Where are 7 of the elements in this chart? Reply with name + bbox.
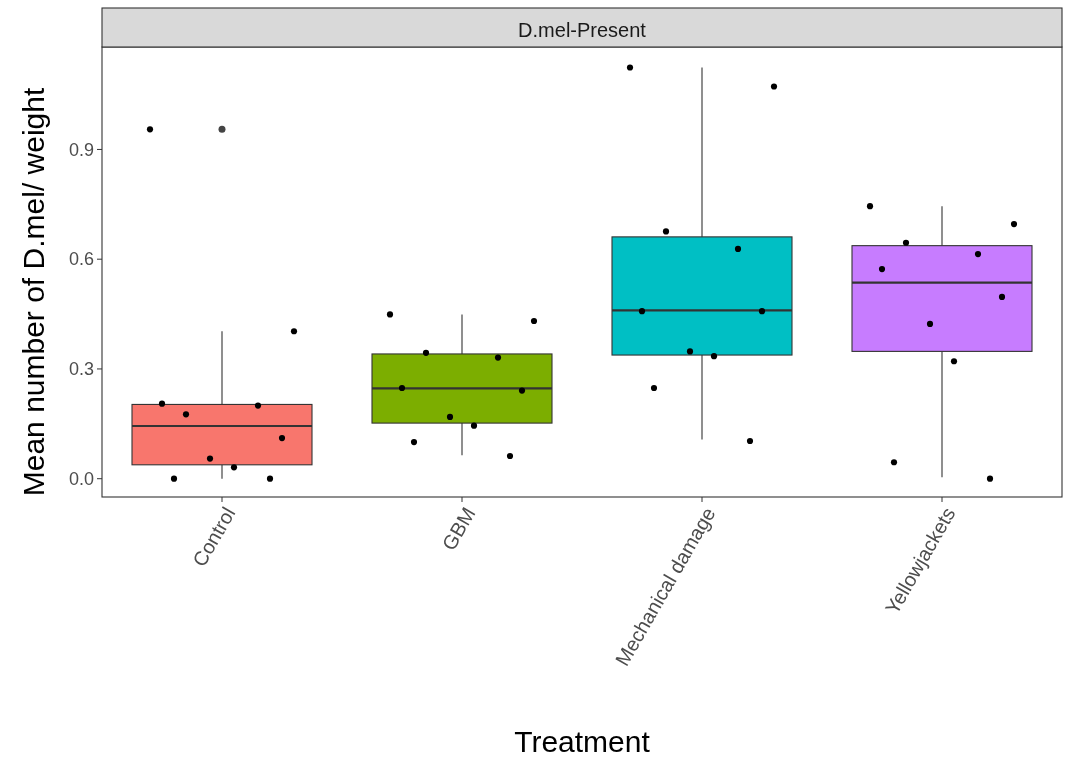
x-axis-title: Treatment — [514, 725, 651, 758]
y-tick-label: 0.9 — [68, 139, 94, 160]
y-tick-label: 0.3 — [68, 359, 94, 380]
y-tick-label: 0.6 — [68, 249, 94, 270]
y-tick-label: 0.0 — [68, 469, 94, 490]
chart-title: D.mel-Present — [518, 19, 647, 41]
y-axis-title: Mean number of D.mel/ weight — [17, 87, 50, 497]
